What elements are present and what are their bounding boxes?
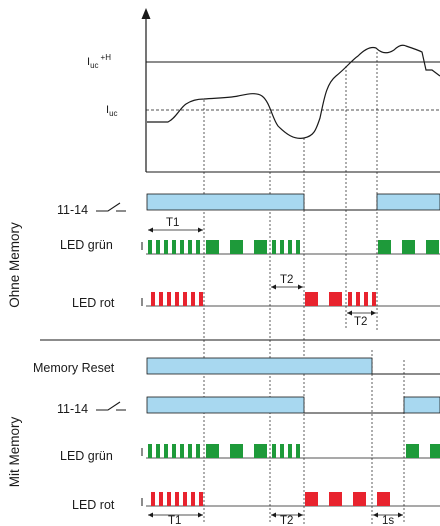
one-second-label-mit: 1s xyxy=(382,515,394,526)
t1-marker-mit: T1 xyxy=(148,512,203,526)
t2-marker-ohne-a: T2 xyxy=(271,274,303,290)
t2-label-mit: T2 xyxy=(280,515,293,526)
contact-row-mit: 11-14 xyxy=(57,396,440,416)
memory-reset-on-segment xyxy=(146,357,373,375)
section-label-mit-memory: Mit Memory xyxy=(7,417,22,488)
section-label-ohne-memory: Ohne Memory xyxy=(7,222,22,308)
led-red-label-ohne: LED rot xyxy=(72,296,115,310)
t1-label-mit: T1 xyxy=(168,515,181,526)
threshold-low-label: Iuc xyxy=(106,104,118,118)
t1-label-ohne: T1 xyxy=(166,217,179,229)
t2-label-ohne-b: T2 xyxy=(354,316,367,328)
led-green-label-mit: LED grün xyxy=(60,449,113,463)
led-red-row-ohne: LED rot xyxy=(72,292,440,310)
t2-label-ohne-a: T2 xyxy=(280,274,293,286)
led-green-label-ohne: LED grün xyxy=(60,238,113,252)
memory-reset-label: Memory Reset xyxy=(33,361,115,375)
relay-on-segment xyxy=(146,396,305,414)
relay-on-segment xyxy=(376,193,440,211)
current-graph: Iuc+H Iuc xyxy=(87,8,440,524)
contact-row-ohne: 11-14 xyxy=(57,193,440,217)
contact-switch-icon xyxy=(96,401,126,411)
led-red-row-mit: LED rot xyxy=(72,492,440,512)
led-green-blocks xyxy=(148,240,439,254)
contact-switch-icon xyxy=(96,202,126,212)
one-second-marker-mit: 1s xyxy=(373,512,403,526)
led-green-row-mit: LED grün xyxy=(60,444,440,463)
t2-marker-mit: T2 xyxy=(271,512,303,526)
y-axis-arrow-icon xyxy=(141,8,151,19)
contact-label-mit: 11-14 xyxy=(57,402,88,416)
relay-on-segment xyxy=(146,193,305,211)
led-red-blocks xyxy=(151,292,376,306)
threshold-high-label: Iuc+H xyxy=(87,53,111,70)
contact-label-ohne: 11-14 xyxy=(57,203,88,217)
memory-reset-row: Memory Reset xyxy=(33,357,440,375)
led-red-label-mit: LED rot xyxy=(72,498,115,512)
relay-on-segment xyxy=(403,396,440,414)
led-green-row-ohne: LED grün xyxy=(60,238,440,255)
led-green-blocks xyxy=(148,444,440,458)
current-curve xyxy=(147,44,440,139)
t1-marker-ohne: T1 xyxy=(148,217,203,233)
led-red-blocks xyxy=(151,492,390,506)
t2-marker-ohne-b: T2 xyxy=(347,310,376,328)
